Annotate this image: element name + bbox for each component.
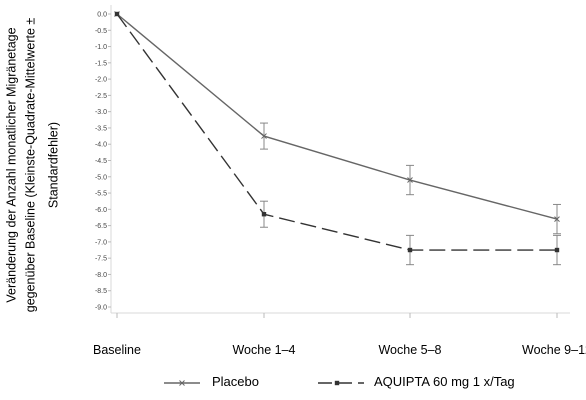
legend-label-1: Placebo xyxy=(212,374,259,389)
y-tick-label: -5.0 xyxy=(95,174,107,181)
legend-samples xyxy=(164,380,364,386)
y-tick-label: -9.0 xyxy=(95,305,107,312)
data-point xyxy=(554,216,560,222)
y-tick-label: -4.5 xyxy=(95,158,107,165)
data-point xyxy=(261,212,267,217)
y-tick-label: -7.0 xyxy=(95,239,107,246)
y-tick-label: -2.5 xyxy=(95,93,107,100)
data-point xyxy=(261,133,267,139)
series-line-2 xyxy=(116,13,557,251)
y-tick-label: -2.0 xyxy=(95,77,107,84)
y-tick-label: -6.0 xyxy=(95,207,107,214)
y-tick-label: -8.5 xyxy=(95,288,107,295)
y-tick-label: -8.0 xyxy=(95,272,107,279)
x-tick-label: Woche 1–4 xyxy=(232,343,295,357)
data-point xyxy=(114,11,120,17)
legend-label-2: AQUIPTA 60 mg 1 x/Tag xyxy=(374,374,515,389)
data-point xyxy=(407,247,413,253)
y-tick-label: -1.0 xyxy=(95,44,107,51)
y-tick-label: -5.5 xyxy=(95,191,107,198)
data-point xyxy=(554,247,560,253)
x-tick-label: Woche 9–12 xyxy=(522,343,586,357)
series-line-1 xyxy=(116,13,558,220)
y-tick-label: -3.0 xyxy=(95,109,107,116)
y-tick-label: -3.5 xyxy=(95,125,107,132)
y-tick-label: -1.5 xyxy=(95,60,107,67)
y-tick-label: -6.5 xyxy=(95,223,107,230)
legend-marker xyxy=(179,380,185,386)
x-tick-label: Baseline xyxy=(93,343,141,357)
x-tick-label: Woche 5–8 xyxy=(378,343,441,357)
data-point xyxy=(407,177,413,183)
legend: Placebo AQUIPTA 60 mg 1 x/Tag xyxy=(0,368,586,398)
y-tick-label: -7.5 xyxy=(95,256,107,263)
y-tick-label: -4.0 xyxy=(95,142,107,149)
y-tick-label: 0.0 xyxy=(97,12,107,19)
legend-marker xyxy=(334,380,340,386)
y-tick-label: -0.5 xyxy=(95,28,107,35)
